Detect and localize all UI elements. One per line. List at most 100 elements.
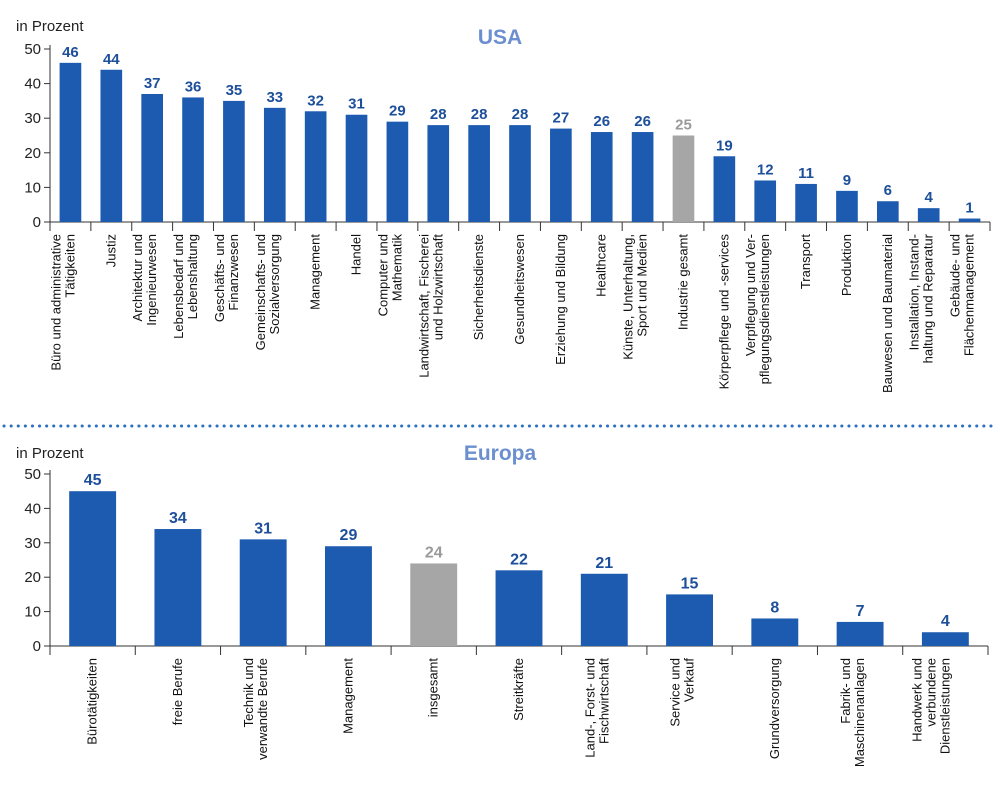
usa-category-label-line: Installation, Instand-: [907, 234, 922, 350]
usa-category-label-line: Lebenshaltung: [185, 234, 200, 319]
europa-category-label-line: Handwerk und: [909, 658, 924, 742]
usa-category-label-14: Healthcare: [594, 234, 609, 297]
usa-category-label-2: Justiz: [103, 234, 118, 267]
usa-y-tick-label: 10: [24, 179, 41, 196]
usa-category-label-line: Gemeinschafts- und: [253, 234, 268, 350]
usa-category-label-20: Produktion: [839, 234, 854, 296]
usa-category-label-5: Geschäfts- undFinanzwesen: [212, 234, 241, 322]
usa-bar-5: [223, 100, 245, 222]
europa-bar-8: [666, 594, 713, 646]
usa-category-label-8: Handel: [349, 234, 364, 275]
europa-value-label-6: 22: [510, 551, 528, 568]
usa-category-label-line: Bauwesen und Baumaterial: [880, 234, 895, 393]
usa-category-label-line: Produktion: [839, 234, 854, 296]
usa-y-tick-label: 40: [24, 76, 41, 93]
usa-bar-22: [917, 208, 940, 222]
europa-category-label-line: Service und: [668, 658, 683, 727]
usa-value-label-1: 46: [62, 44, 79, 61]
usa-value-label-10: 28: [430, 106, 447, 123]
europa-category-label-line: Grundversorgung: [767, 658, 782, 759]
usa-bar-14: [590, 132, 613, 222]
europa-category-label-4: Management: [340, 658, 355, 734]
usa-category-label-line: Sport und Medien: [635, 234, 650, 337]
usa-y-tick-label: 50: [24, 41, 41, 58]
usa-category-label-13: Erziehung und Bildung: [553, 234, 568, 365]
usa-value-label-7: 32: [307, 92, 324, 109]
europa-category-label-line: Technik und: [241, 658, 256, 727]
europa-category-label-7: Land-, Forst- undFischwirtschaft: [582, 658, 611, 758]
europa-category-label-line: Bürotätigkeiten: [85, 658, 100, 745]
usa-value-label-6: 33: [266, 89, 283, 106]
europa-chart-title: Europa: [464, 442, 537, 465]
usa-category-label-9: Computer undMathematik: [375, 234, 404, 317]
usa-value-label-16: 25: [675, 117, 692, 134]
usa-category-label-line: Verpflegung und Ver-: [743, 234, 758, 356]
usa-category-label-line: Büro und administrative: [48, 234, 63, 371]
usa-value-label-18: 12: [757, 161, 774, 178]
usa-category-label-line: Gebäude- und: [948, 234, 963, 317]
europa-bar-3: [239, 539, 287, 646]
europa-bar-9: [751, 618, 799, 646]
usa-bar-10: [427, 125, 450, 222]
usa-category-label-line: und Holzwirtschaft: [430, 234, 445, 341]
europa-bar-1: [69, 491, 117, 646]
usa-category-label-22: Installation, Instand-haltung und Repara…: [907, 233, 936, 363]
usa-value-label-12: 28: [512, 106, 529, 123]
usa-value-label-11: 28: [471, 106, 488, 123]
usa-category-label-line: pflegungsdienstleistungen: [757, 234, 772, 384]
europa-bar-6: [495, 570, 543, 646]
usa-category-label-line: Sozialversorgung: [267, 234, 282, 334]
usa-category-label-11: Sicherheitsdienste: [471, 234, 486, 340]
europa-y-tick-label: 40: [24, 500, 41, 517]
usa-bar-3: [141, 93, 164, 222]
europa-category-label-9: Grundversorgung: [767, 658, 782, 759]
europa-bar-10: [836, 621, 884, 646]
usa-value-label-8: 31: [348, 96, 365, 113]
europa-category-label-11: Handwerk undverbundeneDienstleistungen: [909, 658, 952, 754]
usa-bar-2: [100, 69, 123, 222]
usa-category-label-18: Verpflegung und Ver-pflegungsdienstleist…: [743, 234, 772, 384]
europa-category-label-2: freie Berufe: [170, 658, 185, 725]
europa-category-label-3: Technik undverwandte Berufe: [241, 658, 270, 760]
europa-y-tick-label: 20: [24, 569, 41, 586]
europa-category-label-6: Streitkräfte: [511, 658, 526, 721]
usa-category-label-line: Healthcare: [594, 234, 609, 297]
europa-value-label-7: 21: [595, 555, 613, 572]
usa-category-label-line: Management: [308, 234, 323, 310]
europa-category-label-5: insgesamt: [426, 658, 441, 718]
usa-bar-20: [836, 190, 858, 222]
usa-category-label-10: Landwirtschaft, Fischereiund Holzwirtsch…: [416, 234, 445, 378]
usa-category-label-line: Lebensbedarf und: [171, 234, 186, 339]
europa-category-label-10: Fabrik- undMaschinenanlagen: [838, 658, 867, 767]
usa-bar-1: [59, 62, 82, 223]
europa-category-label-line: Maschinenanlagen: [852, 658, 867, 767]
usa-bar-16: [672, 135, 695, 222]
usa-category-label-line: Ingenieurwesen: [144, 234, 159, 326]
usa-bar-4: [182, 97, 204, 222]
europa-category-label-line: freie Berufe: [170, 658, 185, 725]
usa-value-label-17: 19: [716, 137, 733, 154]
usa-category-label-19: Transport: [798, 234, 813, 290]
europa-bar-5: [410, 563, 458, 646]
europa-category-label-line: verbundene: [923, 658, 938, 727]
europa-value-label-2: 34: [169, 510, 187, 527]
usa-bar-9: [386, 121, 409, 222]
usa-bar-8: [345, 114, 368, 222]
europa-y-tick-label: 0: [33, 638, 41, 655]
usa-y-axis-label: in Prozent: [16, 18, 84, 35]
usa-category-label-23: Gebäude- undFlächenmanagement: [948, 234, 977, 357]
usa-bar-12: [509, 125, 531, 222]
usa-value-label-20: 9: [843, 172, 851, 189]
europa-y-axis-label: in Prozent: [16, 445, 84, 462]
europa-bar-2: [154, 529, 202, 646]
usa-value-label-19: 11: [798, 165, 814, 182]
usa-category-label-line: Landwirtschaft, Fischerei: [416, 234, 431, 378]
europa-category-label-line: verwandte Berufe: [255, 658, 270, 760]
usa-category-label-line: Handel: [349, 234, 364, 275]
usa-category-label-line: Architektur und: [130, 234, 145, 321]
europa-value-label-4: 29: [340, 527, 358, 544]
usa-y-tick-label: 20: [24, 145, 41, 162]
europa-category-label-line: insgesamt: [426, 658, 441, 718]
